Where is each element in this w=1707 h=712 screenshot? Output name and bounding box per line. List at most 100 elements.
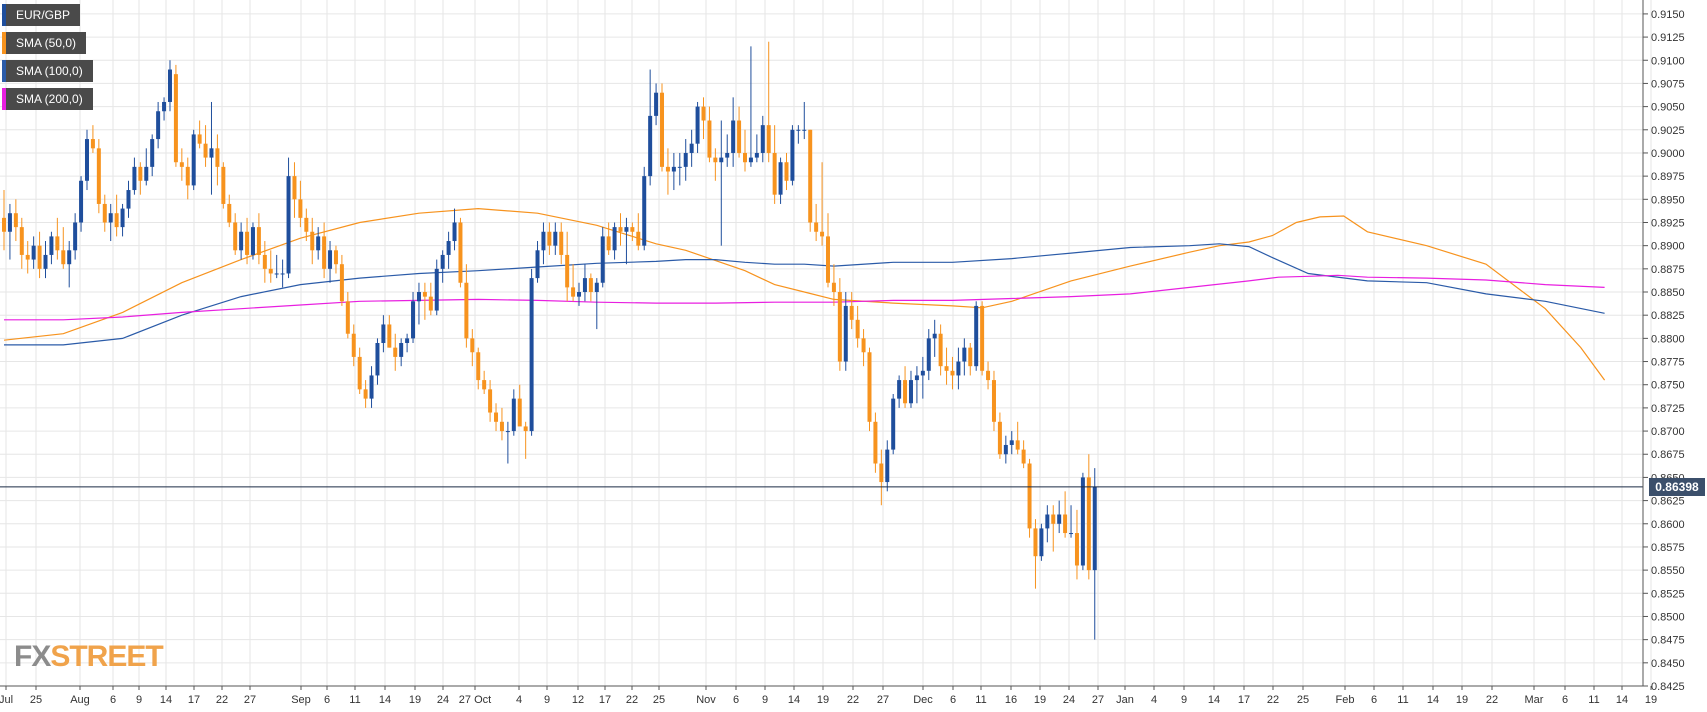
candle-body (286, 176, 291, 274)
x-tick-label: 25 (30, 694, 42, 706)
candle-body (683, 152, 688, 167)
x-tick-label: 19 (1456, 694, 1468, 706)
legend-item-eurgbp[interactable]: EUR/GBP (2, 4, 81, 26)
candle (731, 97, 736, 167)
candle-body (713, 157, 718, 163)
candle (197, 120, 202, 149)
candle (588, 273, 593, 302)
candle-body (802, 129, 807, 131)
candle-body (743, 152, 747, 163)
x-tick-label: 4 (1151, 694, 1157, 706)
candle-body (950, 370, 955, 376)
y-tick-label: 0.8775 (1651, 357, 1685, 369)
candle (274, 254, 279, 279)
candle (126, 180, 131, 218)
candle (156, 101, 161, 149)
candle (695, 101, 700, 153)
candle-body (1027, 463, 1032, 529)
legend-item-sma200[interactable]: SMA (200,0) (2, 88, 93, 110)
candle-body (90, 139, 95, 149)
candle (766, 41, 771, 163)
candle-body (476, 352, 481, 381)
candle-body (1045, 514, 1050, 529)
x-tick-label: 6 (324, 694, 330, 706)
candle (665, 148, 670, 195)
candle (79, 176, 84, 232)
candle-body (843, 305, 848, 362)
grid-lines (0, 0, 1652, 687)
x-tick-label: 9 (1181, 694, 1187, 706)
candle (446, 231, 451, 269)
candle-body (422, 292, 427, 297)
candle-body (156, 111, 161, 140)
candle-body (523, 426, 528, 432)
candle-body (624, 227, 629, 232)
candle (7, 203, 12, 260)
candle (1045, 505, 1050, 543)
y-tick-label: 0.8750 (1651, 380, 1685, 392)
candle-body (831, 282, 836, 293)
candle (167, 60, 172, 112)
candle (31, 236, 36, 269)
candle-body (642, 176, 647, 246)
candle (150, 134, 155, 177)
candle-body (571, 287, 576, 297)
candle-body (1063, 514, 1068, 534)
candle (582, 264, 587, 302)
candle-body (185, 166, 190, 186)
candle-body (891, 398, 896, 450)
candle-body (61, 250, 66, 265)
candle-body (250, 227, 255, 255)
candle (903, 366, 908, 408)
candle (914, 366, 919, 404)
candle-body (31, 245, 36, 260)
y-tick-label: 0.8475 (1651, 635, 1685, 647)
legend-item-sma50[interactable]: SMA (50,0) (2, 32, 87, 54)
candle-body (689, 143, 694, 153)
candle-body (132, 166, 137, 191)
candle (381, 315, 386, 353)
candle-body (434, 268, 439, 311)
candle-body (754, 152, 759, 158)
candle (808, 129, 813, 232)
candle-body (108, 213, 113, 223)
candle (1092, 468, 1097, 640)
candle-body (529, 278, 534, 432)
candle (594, 278, 599, 330)
candle (61, 227, 66, 269)
legend-item-sma100[interactable]: SMA (100,0) (2, 60, 93, 82)
candle (310, 217, 315, 265)
candle-body (932, 333, 937, 339)
candle-body (701, 106, 706, 121)
candle (778, 157, 783, 204)
candle (411, 292, 416, 343)
candle-body (452, 222, 457, 242)
candle (333, 245, 338, 274)
candle-body (298, 199, 303, 218)
x-tick-label: 6 (950, 694, 956, 706)
candle (630, 222, 635, 242)
candle (185, 157, 190, 200)
y-tick-label: 0.8425 (1651, 681, 1685, 693)
candle (90, 125, 95, 153)
x-tick-label: 16 (1005, 694, 1017, 706)
logo-fx: FX (14, 640, 51, 673)
candle (997, 412, 1002, 459)
candle (422, 282, 427, 320)
candle-body (814, 222, 819, 232)
candle-body (511, 398, 516, 432)
candle (879, 449, 884, 506)
x-tick-label: 19 (1645, 694, 1657, 706)
candle (565, 231, 570, 302)
candle-body (399, 343, 404, 357)
y-tick-label: 0.9150 (1651, 9, 1685, 21)
x-tick-label: 6 (733, 694, 739, 706)
candle (67, 241, 72, 288)
candle-body (458, 222, 463, 283)
candle-body (577, 292, 582, 297)
candle-body (737, 120, 742, 153)
candle-body (867, 352, 872, 422)
legend-label: SMA (50,0) (16, 36, 77, 50)
candle-body (268, 268, 273, 274)
